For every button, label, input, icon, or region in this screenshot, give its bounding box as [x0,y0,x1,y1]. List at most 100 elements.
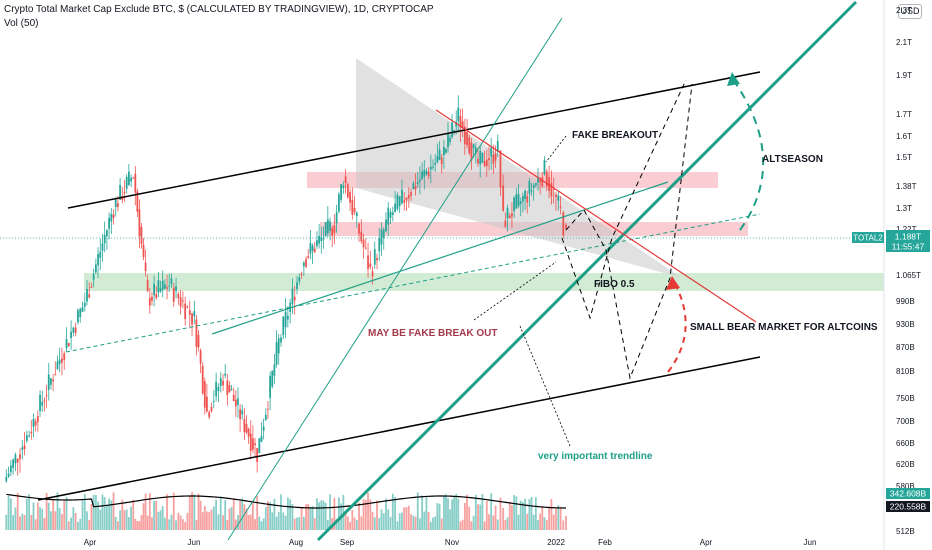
candle-body [320,236,323,242]
volume-bar [172,492,175,530]
volume-bar [97,501,99,530]
currency-button[interactable]: USD [898,4,922,19]
bear-arrow [667,281,687,373]
candle-body [344,176,347,183]
volume-bar [67,521,70,530]
volume-bar [537,519,539,530]
volume-bar [369,499,372,530]
volume-bar [300,507,303,530]
candle-body [322,238,325,240]
volume-bar [526,513,529,530]
candle-body [483,161,486,166]
candle-body [28,435,31,437]
volume-bar [434,516,437,530]
candle-body [72,327,75,333]
volume-bar [30,514,33,530]
candle-body [562,212,565,236]
candle-body [103,234,106,244]
red-downtrend-line [435,109,757,323]
candle-body [423,169,426,177]
price-tick-label: 1.3T [896,204,912,213]
candle-body [401,189,403,204]
volume-bar [565,515,567,530]
candle-body [61,358,63,363]
time-axis: Apr Jun Aug Sep Nov 2022 Feb Apr Jun [84,538,817,547]
candle-body [142,244,145,257]
candle-body [134,173,137,193]
volume-bar [286,497,289,530]
candle-body [331,228,334,236]
volume-bar [282,512,285,530]
candle-body [515,194,518,209]
candle-body [506,208,509,219]
candle-body [438,149,441,160]
volume-bar [163,517,166,530]
volume-bar [552,514,555,530]
volume-bar [466,494,468,530]
volume-bar [262,518,265,530]
candle-body [429,166,432,170]
volume-bar [530,497,533,530]
volume-bar [385,498,387,530]
volume-bar [195,520,198,530]
candles [5,95,567,483]
candle-body [175,286,177,291]
price-tick-label: 1.7T [896,110,912,119]
volume-bar [382,513,385,530]
volume-bar [380,509,383,530]
candle-body [256,448,259,462]
candle-body [138,209,141,237]
volume-bar [275,516,278,530]
volume-bar [360,516,363,530]
volume-bar [280,494,282,530]
volume-bar [440,518,443,530]
symbol-badge [852,232,884,243]
candle-body [481,152,484,163]
volume-bar [267,501,269,530]
candle-body [99,251,102,258]
volume-bar [479,504,482,530]
candle-body [351,200,354,215]
candle-body [492,155,495,164]
volume-bar [199,500,202,530]
price-tick-label: 870B [896,343,915,352]
volume-bar [403,507,406,530]
volume-bar [481,493,484,530]
volume-bar [293,518,296,530]
volume-bar [438,503,441,530]
price-tick-label: 1.9T [896,71,912,80]
price-tick-label: 1.065T [896,271,921,280]
volume-bar [344,511,347,530]
volume-bar [125,509,128,530]
candle-body [346,184,349,198]
candle-body [161,280,164,290]
volume-bar [148,493,151,530]
volume-bar [449,509,451,530]
volume-bar [367,492,369,530]
volume-bar [362,499,365,530]
volume-bar [305,504,307,530]
candle-body [307,256,310,258]
candle-body [222,380,224,386]
candle-body [284,311,287,328]
volume-bar [228,508,231,530]
volume-bar [324,502,327,530]
volume-bar [494,505,497,530]
volume-bar [43,518,46,530]
candle-body [449,137,451,143]
volume-bar [90,503,93,530]
volume-bar [12,514,15,530]
candle-body [151,296,153,301]
volume-bar [179,515,182,530]
candle-body [230,389,233,391]
volume-bar [132,499,135,530]
candle-body [300,273,303,275]
candle-body [445,149,447,153]
candle-body [212,400,215,402]
volume-bar [559,506,562,530]
volume-bar [371,511,374,530]
volume-bar [337,497,340,530]
volume-bar [455,493,458,530]
volume-bar [130,506,132,530]
